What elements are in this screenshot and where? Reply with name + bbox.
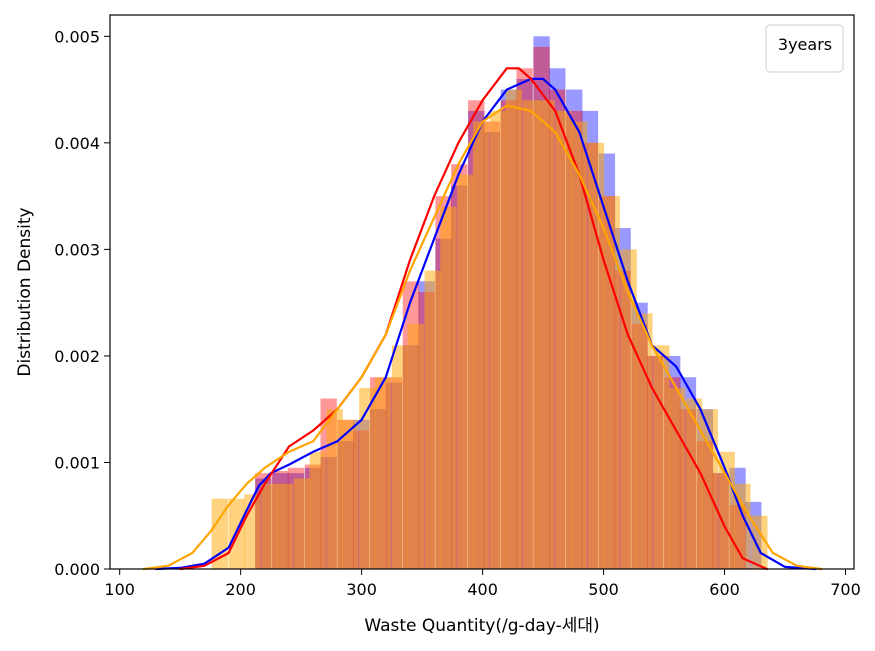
x-axis: 100 200 300 400 500 600 700 — [104, 569, 861, 599]
bar-series2-3 — [261, 483, 278, 569]
bar-series2-13 — [424, 270, 441, 569]
bar-series2-6 — [309, 451, 326, 569]
bar-series2-24 — [603, 196, 620, 569]
y-tick-label: 0.000 — [54, 560, 100, 579]
y-tick-label: 0.004 — [54, 134, 100, 153]
bar-series2-16 — [472, 121, 490, 570]
bar-series2-14 — [440, 206, 457, 569]
x-tick-label: 400 — [467, 580, 498, 599]
bar-series2-23 — [587, 142, 605, 569]
x-axis-label: Waste Quantity(/g-day-세대) — [364, 616, 599, 636]
bar-series2-20 — [538, 100, 555, 569]
y-tick-label: 0.001 — [54, 453, 100, 472]
bar-series2-22 — [570, 121, 588, 570]
x-tick-label: 600 — [709, 580, 740, 599]
legend-box — [765, 24, 844, 73]
x-tick-label: 200 — [225, 580, 256, 599]
bar-series2-17 — [489, 110, 507, 569]
bar-series2-10 — [374, 377, 392, 569]
x-tick-label: 300 — [346, 580, 377, 599]
y-tick-label: 0.002 — [54, 347, 100, 366]
bar-series2-27 — [653, 345, 670, 569]
histogram-bars — [211, 36, 768, 570]
bar-series2-21 — [555, 110, 572, 569]
kde-line-series1 — [179, 67, 768, 571]
bar-series2-15 — [457, 174, 474, 570]
bar-series2-7 — [326, 409, 343, 569]
bar-series2-9 — [359, 387, 376, 569]
bar-series2-11 — [391, 345, 409, 569]
bar-series2-8 — [342, 419, 359, 569]
x-tick-label: 500 — [588, 580, 619, 599]
bar-series2-30 — [701, 409, 718, 569]
kde-curves — [142, 67, 823, 571]
plot-frame — [109, 14, 855, 570]
bar-series2-12 — [407, 323, 424, 569]
bar-series2-25 — [620, 249, 637, 569]
bar-series2-18 — [505, 89, 522, 570]
x-tick-label: 700 — [830, 580, 861, 599]
bar-series2-29 — [685, 398, 703, 569]
bar-series2-4 — [276, 483, 294, 569]
bar-series2-26 — [636, 313, 653, 569]
kde-line-series2 — [142, 104, 823, 571]
legend-title: 3years — [778, 35, 832, 54]
bar-series2-5 — [293, 478, 311, 569]
y-tick-label: 0.005 — [54, 27, 100, 46]
bar-series2-28 — [668, 387, 686, 569]
bar-series2-19 — [522, 100, 539, 569]
legend: 3years — [765, 24, 844, 73]
x-tick-label: 100 — [104, 580, 135, 599]
y-axis: 0.000 0.001 0.002 0.003 0.004 0.005 — [54, 27, 110, 579]
y-axis-label: Distribution Density — [15, 207, 35, 376]
y-tick-label: 0.003 — [54, 240, 100, 259]
bar-series2-31 — [718, 451, 735, 569]
